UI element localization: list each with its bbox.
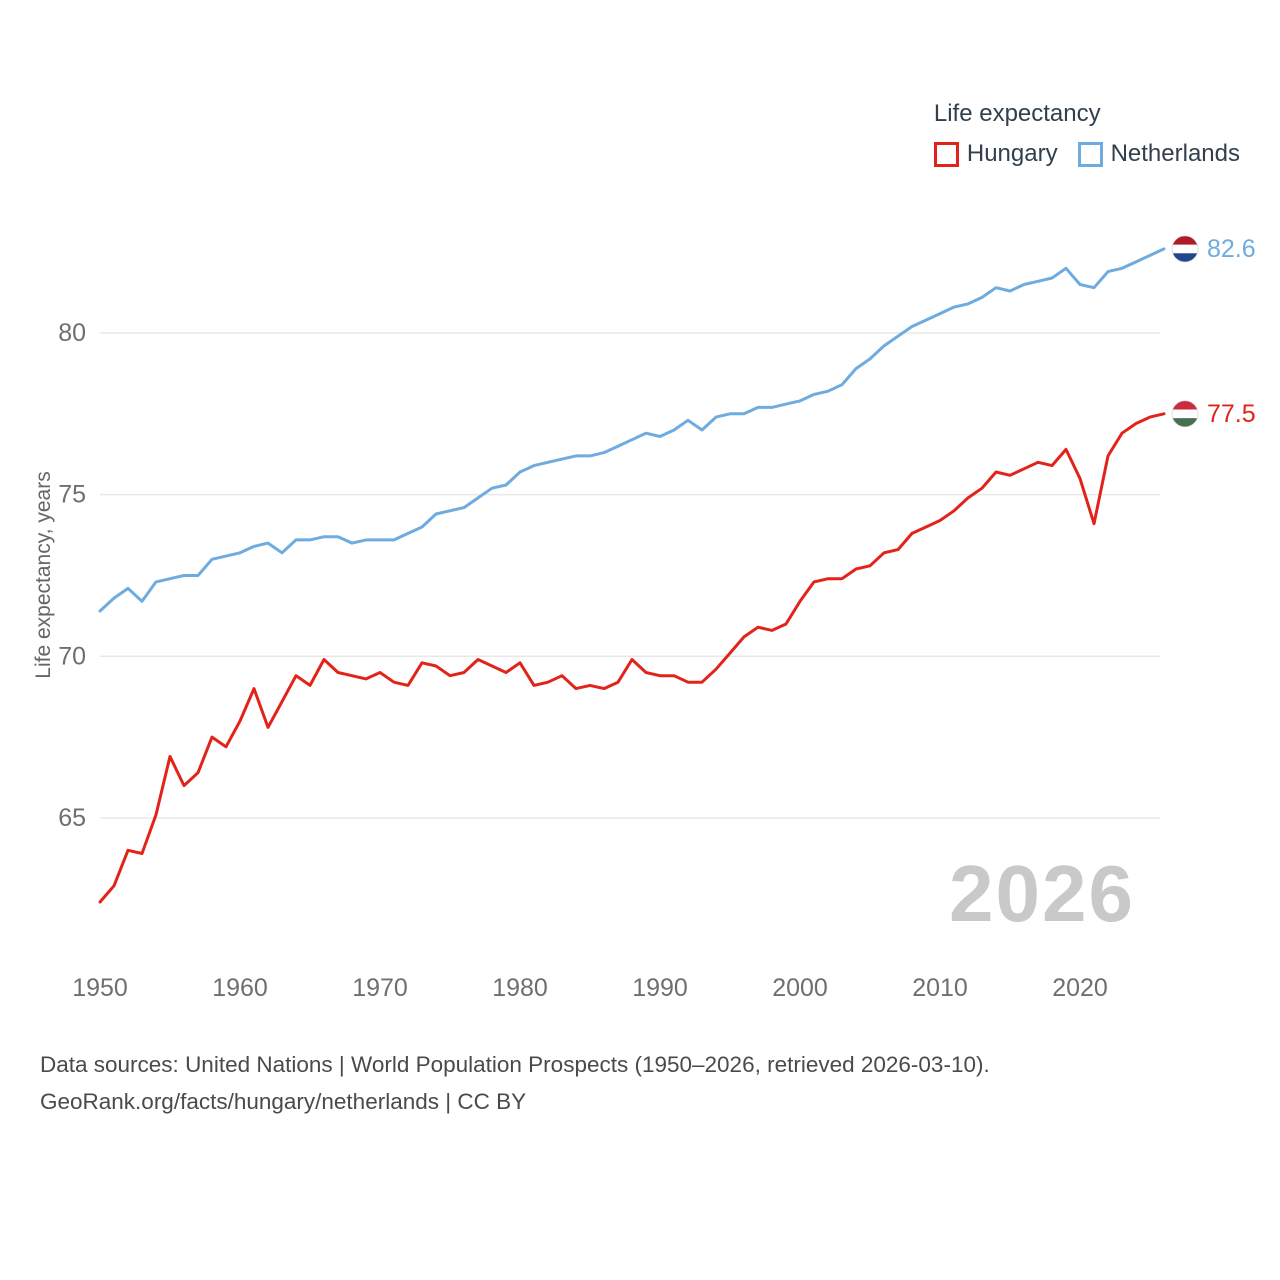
x-tick-label: 2000 [772, 974, 828, 1002]
footer: Data sources: United Nations | World Pop… [40, 1046, 990, 1120]
x-tick-label: 1980 [492, 974, 548, 1002]
y-axis-title: Life expectancy, years [32, 471, 55, 679]
x-tick-label: 1960 [212, 974, 268, 1002]
legend-label-hungary: Hungary [966, 140, 1058, 167]
x-tick-label: 1990 [632, 974, 688, 1002]
legend-items: Hungary Netherlands [933, 140, 1240, 168]
netherlands-end-value: 82.6 [1207, 235, 1256, 263]
hungary-swatch-icon [933, 141, 959, 167]
netherlands-swatch-icon [1077, 141, 1103, 167]
x-tick-label: 1950 [72, 974, 128, 1002]
y-tick-label: 75 [58, 481, 86, 509]
x-tick-label: 2020 [1052, 974, 1108, 1002]
footer-line-1: Data sources: United Nations | World Pop… [40, 1052, 990, 1077]
netherlands-line [98, 247, 1166, 613]
legend-label-netherlands: Netherlands [1110, 140, 1240, 167]
legend-item-hungary[interactable]: Hungary [933, 140, 1058, 168]
year-watermark: 2026 [949, 849, 1135, 938]
x-tick-label: 2010 [912, 974, 968, 1002]
netherlands-flag-rim [1171, 235, 1199, 263]
legend-title: Life expectancy [933, 100, 1101, 127]
legend: Life expectancy Hungary Netherlands [933, 100, 1240, 168]
y-tick-label: 65 [58, 804, 86, 832]
x-tick-label: 1970 [352, 974, 408, 1002]
hungary-line [98, 412, 1166, 904]
hungary-flag-rim [1171, 400, 1199, 428]
legend-item-netherlands[interactable]: Netherlands [1077, 140, 1240, 168]
hungary-flag-icon [1172, 400, 1198, 427]
footer-line-2: GeoRank.org/facts/hungary/netherlands | … [40, 1089, 527, 1115]
netherlands-flag-icon [1172, 235, 1198, 262]
y-tick-label: 80 [58, 319, 86, 347]
hungary-end-value: 77.5 [1207, 400, 1256, 428]
y-tick-label: 70 [58, 642, 86, 670]
